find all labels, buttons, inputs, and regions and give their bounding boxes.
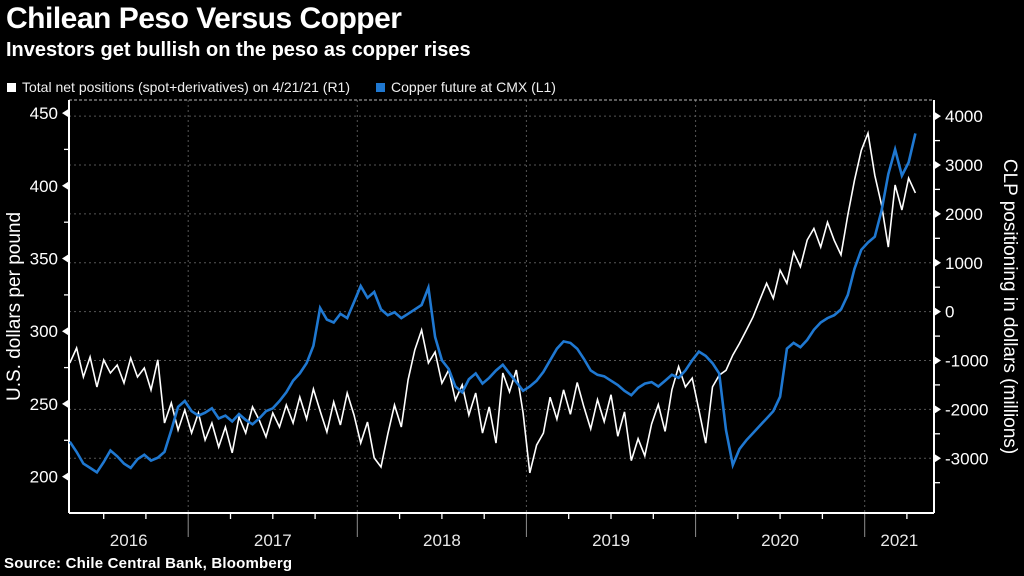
right-axis-title: CLP positioning in dollars (millions) (999, 159, 1020, 454)
left-axis-title: U.S. dollars per pound (4, 212, 25, 401)
right-axis-tick-marker (934, 404, 941, 414)
x-axis-year-label: 2018 (423, 531, 461, 550)
right-axis-tick-marker (934, 307, 941, 317)
left-axis-tick-marker (62, 326, 69, 336)
source-note: Source: Chile Central Bank, Bloomberg (4, 555, 293, 572)
x-axis-year-label: 2020 (761, 531, 799, 550)
left-axis-tick-label: 400 (30, 177, 58, 196)
left-axis-tick-label: 350 (30, 250, 58, 269)
right-axis-tick-marker (934, 160, 941, 170)
right-axis-tick-label: 4000 (945, 107, 983, 126)
right-axis-tick-label: 0 (945, 303, 954, 322)
right-axis-tick-marker (934, 258, 941, 268)
left-axis-tick-label: 250 (30, 395, 58, 414)
right-axis-tick-marker (934, 453, 941, 463)
legend-item-copper-future: Copper future at CMX (L1) (376, 79, 556, 95)
x-axis-year-label: 2019 (592, 531, 630, 550)
legend-swatch-net-positions-icon (7, 82, 16, 92)
left-axis-tick-marker (62, 254, 69, 264)
right-axis-tick-marker (934, 356, 941, 366)
left-axis-tick-marker (62, 108, 69, 118)
right-axis-tick-label: -2000 (945, 400, 988, 419)
left-axis-tick-label: 300 (30, 322, 58, 341)
right-axis-tick-label: 3000 (945, 156, 983, 175)
legend-swatch-copper-future-icon (376, 82, 386, 92)
x-axis-year-label: 2016 (110, 531, 148, 550)
x-axis-year-label: 2021 (880, 531, 918, 550)
chart-subtitle: Investors get bullish on the peso as cop… (6, 39, 471, 61)
chart-legend: Total net positions (spot+derivatives) o… (7, 79, 556, 95)
x-axis-year-label: 2017 (254, 531, 292, 550)
right-axis-tick-label: 2000 (945, 205, 983, 224)
left-axis-tick-marker (62, 472, 69, 482)
legend-label-net-positions: Total net positions (spot+derivatives) o… (22, 79, 351, 95)
right-axis-tick-marker (934, 111, 941, 121)
right-axis-tick-marker (934, 209, 941, 219)
left-axis-tick-marker (62, 399, 69, 409)
page-title: Chilean Peso Versus Copper (6, 2, 402, 35)
series-line-net-positions (69, 130, 917, 474)
right-axis-tick-label: -1000 (945, 352, 988, 371)
legend-item-net-positions: Total net positions (spot+derivatives) o… (7, 79, 350, 95)
legend-label-copper-future: Copper future at CMX (L1) (391, 79, 556, 95)
left-axis-tick-label: 200 (30, 468, 58, 487)
right-axis-tick-label: 1000 (945, 254, 983, 273)
right-axis-tick-label: -3000 (945, 449, 988, 468)
left-axis-tick-label: 450 (30, 104, 58, 123)
left-axis-tick-marker (62, 181, 69, 191)
series-line-copper-future (68, 133, 917, 475)
